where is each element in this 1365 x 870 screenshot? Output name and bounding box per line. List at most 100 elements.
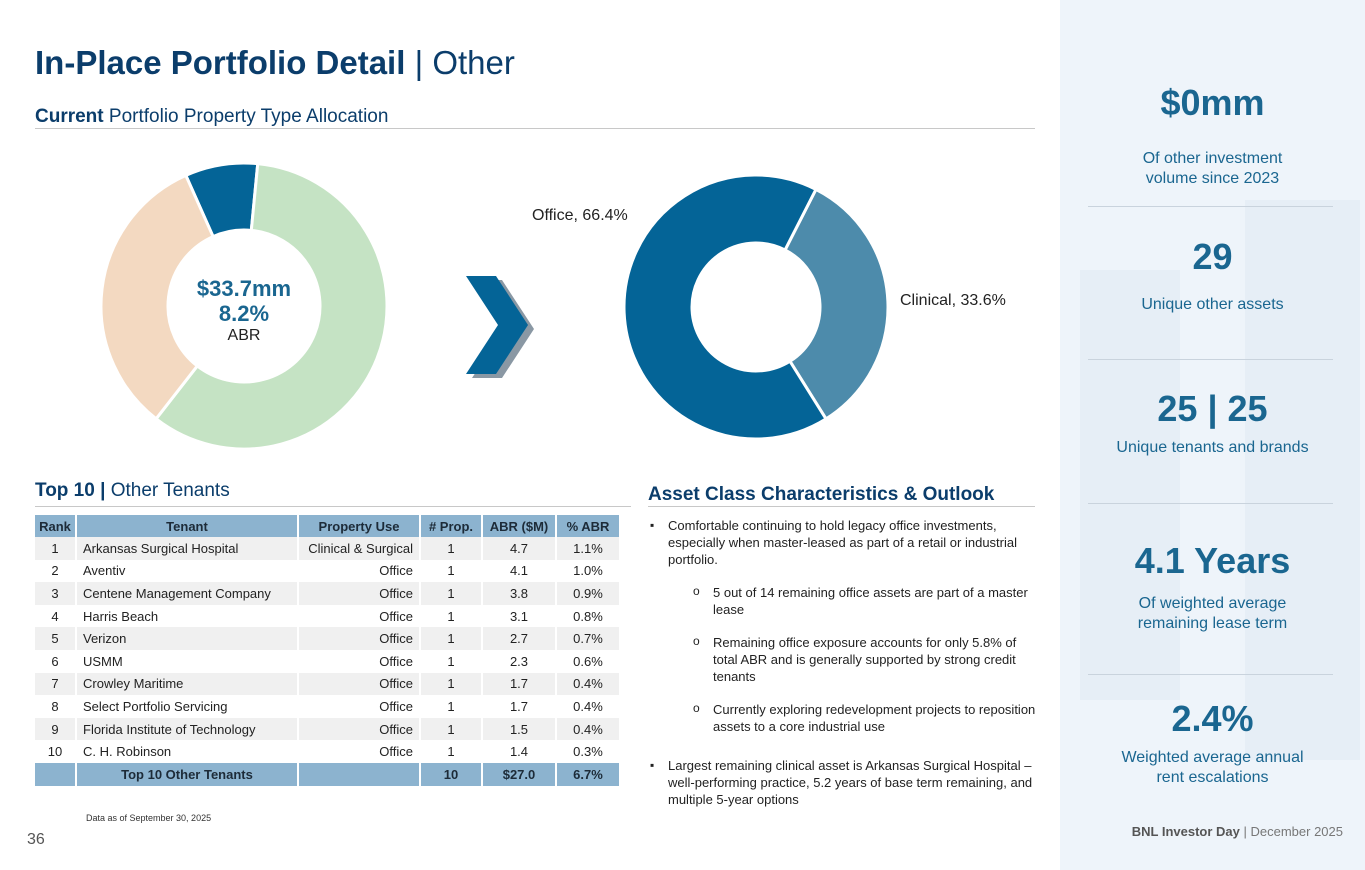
cell-rank: 8 [35, 695, 77, 718]
bullet-item: Comfortable continuing to hold legacy of… [650, 517, 1040, 568]
cell-property-use: Office [298, 559, 421, 583]
cell-pct-abr: 1.0% [556, 559, 619, 583]
cell-rank: 3 [35, 582, 77, 605]
table-row: 8 Select Portfolio Servicing Office 1 1.7 0.4… [35, 695, 619, 718]
table-row: 7 Crowley Maritime Office 1 1.7 0.4% [35, 672, 619, 696]
cell-prop-count: 1 [420, 695, 483, 718]
cell-abr: 3.8 [482, 582, 557, 605]
kpi-assets-label: Unique other assets [1141, 296, 1284, 313]
kpi-tenants-value: 25 | 25 [1157, 388, 1268, 429]
cell-tenant: Aventiv [76, 559, 299, 583]
table-total-row: Top 10 Other Tenants 10 $27.0 6.7% [35, 762, 619, 786]
col-rank: Rank [35, 515, 77, 537]
kpi-escalation-value: 2.4% [1171, 698, 1254, 739]
cell-prop-count: 1 [420, 717, 483, 741]
total-cell-rank [35, 762, 77, 786]
cell-prop-count: 1 [420, 627, 483, 650]
col-pct-abr: % ABR [556, 515, 619, 537]
total-cell-pct-abr: 6.7% [556, 762, 619, 786]
cell-property-use: Office [298, 649, 421, 673]
tenants-table: Rank Tenant Property Use # Prop. ABR ($M… [35, 515, 619, 786]
sub-bullet-item: 5 out of 14 remaining office assets are … [650, 583, 1040, 618]
cell-pct-abr: 1.1% [556, 537, 619, 560]
total-cell-abr: $27.0 [482, 762, 557, 786]
table-row: 9 Florida Institute of Technology Office 1 1… [35, 717, 619, 741]
total-cell-property-use [298, 762, 421, 786]
cell-prop-count: 1 [420, 582, 483, 605]
total-cell-prop-count: 10 [420, 762, 483, 786]
cell-tenant: Crowley Maritime [76, 672, 299, 696]
col-prop-count: # Prop. [420, 515, 483, 537]
cell-abr: 4.7 [482, 537, 557, 560]
cell-tenant: Verizon [76, 627, 299, 650]
kpi-assets-value: 29 [1192, 236, 1233, 277]
footer-event: BNL Investor Day | December 2025 [1131, 824, 1343, 839]
cell-property-use: Office [298, 627, 421, 650]
kpi-divider [1088, 206, 1333, 207]
cell-prop-count: 1 [420, 559, 483, 583]
table-row: 3 Centene Management Company Office 1 3.8 0.9… [35, 582, 619, 605]
cell-tenant: C. H. Robinson [76, 740, 299, 763]
outlook-heading: Asset Class Characteristics & Outlook [648, 484, 995, 505]
col-tenant: Tenant [76, 515, 299, 537]
page-number: 36 [27, 831, 45, 848]
col-abr: ABR ($M) [482, 515, 557, 537]
cell-abr: 1.7 [482, 672, 557, 696]
kpi-divider [1088, 674, 1333, 675]
kpi-investment-value: $0mm [1160, 82, 1265, 123]
cell-pct-abr: 0.8% [556, 604, 619, 628]
center-pct: 8.2% [218, 301, 270, 326]
page-title: In-Place Portfolio Detail | Other [35, 44, 515, 81]
cell-tenant: Harris Beach [76, 604, 299, 628]
cell-abr: 1.5 [482, 717, 557, 741]
cell-property-use: Office [298, 604, 421, 628]
center-value: $33.7mm [196, 276, 292, 301]
clinical-slice-label: Clinical, 33.6% [900, 292, 1006, 309]
bullet-item: Largest remaining clinical asset is Arka… [650, 757, 1040, 808]
kpi-divider [1088, 503, 1333, 504]
kpi-investment-label: Of other investment volume since 2023 [1142, 150, 1283, 187]
cell-pct-abr: 0.4% [556, 717, 619, 741]
kpi-divider [1088, 359, 1333, 360]
kpi-tenants-label: Unique tenants and brands [1116, 439, 1309, 456]
property-type-donut-chart [622, 173, 890, 441]
cell-tenant: Centene Management Company [76, 582, 299, 605]
cell-tenant: Arkansas Surgical Hospital [76, 537, 299, 560]
allocation-rule [35, 128, 1035, 129]
office-slice [622, 173, 829, 441]
table-row: 1 Arkansas Surgical Hospital Clinical & Su… [35, 537, 619, 560]
cell-rank: 10 [35, 740, 77, 763]
cell-pct-abr: 0.7% [556, 627, 619, 650]
cell-tenant: Select Portfolio Servicing [76, 695, 299, 718]
cell-property-use: Office [298, 740, 421, 763]
table-row: 10 C. H. Robinson Office 1 1.4 0.3% [35, 740, 619, 763]
abr-slice-green [154, 162, 389, 451]
cell-rank: 5 [35, 627, 77, 650]
background-pattern [1080, 200, 1360, 760]
kpi-escalation-label: Weighted average annual rent escalations [1121, 749, 1304, 786]
chevron-right-icon [466, 276, 534, 378]
clinical-slice [783, 187, 890, 421]
kpi-lease-term-label: Of weighted average remaining lease term [1137, 595, 1288, 632]
cell-prop-count: 1 [420, 604, 483, 628]
outlook-rule [648, 506, 1035, 507]
cell-property-use: Office [298, 672, 421, 696]
cell-tenant: USMM [76, 649, 299, 673]
data-note: Data as of September 30, 2025 [86, 813, 212, 823]
cell-abr: 3.1 [482, 604, 557, 628]
kpi-lease-term-value: 4.1 Years [1134, 540, 1291, 581]
office-slice-label: Office, 66.4% [532, 207, 628, 224]
cell-property-use: Office [298, 582, 421, 605]
center-label: ABR [227, 327, 261, 344]
cell-pct-abr: 0.4% [556, 672, 619, 696]
cell-property-use: Office [298, 717, 421, 741]
abr-slice-peach [100, 173, 216, 421]
abr-donut-chart [100, 161, 389, 451]
outlook-bullets: Comfortable continuing to hold legacy of… [650, 517, 1040, 816]
donut-center-label: $33.7mm 8.2% ABR [178, 276, 310, 346]
table-header-row: Rank Tenant Property Use # Prop. ABR ($M… [35, 515, 619, 537]
cell-pct-abr: 0.3% [556, 740, 619, 763]
tenants-table-body: 1 Arkansas Surgical Hospital Clinical & Su… [35, 537, 619, 786]
sub-bullet-item: Remaining office exposure accounts for o… [650, 633, 1040, 685]
cell-rank: 7 [35, 672, 77, 696]
